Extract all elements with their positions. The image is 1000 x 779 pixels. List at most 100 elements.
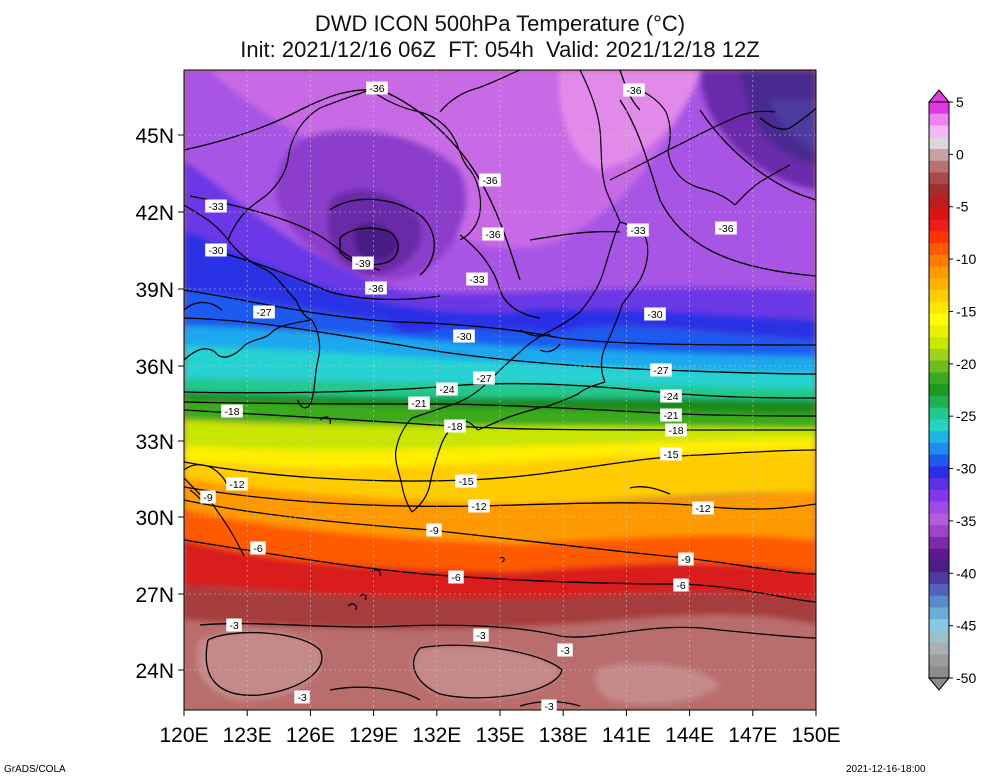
map-title: DWD ICON 500hPa Temperature (°C) [314, 11, 686, 36]
colorbar-swatch [929, 219, 949, 232]
longitude-label: 132E [412, 724, 461, 747]
contour-label: -24 [439, 384, 454, 396]
colorbar-label: -25 [956, 408, 976, 424]
colorbar-swatch [929, 231, 949, 244]
colorbar-swatch [929, 102, 949, 115]
contour-label-bg [253, 305, 275, 319]
colorbar-swatch [929, 372, 949, 385]
contour-label-bg [426, 523, 442, 537]
contour-label-bg [226, 618, 242, 632]
contour-label-bg [650, 363, 672, 377]
longitude-label: 135E [475, 724, 524, 747]
colorbar-swatch [929, 325, 949, 338]
contour-label-bg [205, 199, 227, 213]
colorbar-swatch [929, 184, 949, 197]
contour-label-bg [448, 570, 464, 584]
contour-label: -3 [297, 692, 306, 704]
contour-label: -33 [630, 225, 645, 237]
colorbar-swatch [929, 254, 949, 268]
latitude-label: 39N [135, 279, 174, 302]
colorbar-swatch [929, 384, 949, 397]
contour-label-bg [408, 396, 430, 410]
longitude-label: 138E [539, 724, 588, 747]
contour-label-bg [678, 552, 694, 566]
colorbar-swatch [929, 395, 949, 409]
colorbar-label: 0 [956, 146, 964, 162]
colorbar-swatch [929, 290, 949, 303]
contour-label-bg [221, 404, 243, 418]
contour-label-bg [644, 307, 666, 321]
axis-ticks [178, 134, 817, 716]
latitude-label: 42N [135, 202, 174, 225]
colorbar-swatch [929, 501, 949, 514]
colorbar-swatch [929, 630, 949, 644]
contour-label: -27 [476, 373, 491, 385]
contour-label: -21 [663, 410, 678, 422]
contour-label-bg [623, 83, 645, 97]
contour-label-bg [250, 541, 266, 555]
colorbar-label: 5 [956, 94, 964, 110]
contour-label-bg [365, 281, 387, 295]
contour-label: -3 [476, 630, 485, 642]
latitude-label: 45N [135, 125, 174, 148]
colorbar-swatch [929, 607, 949, 620]
colorbar-swatch [929, 419, 949, 432]
colorbar-swatch [929, 113, 949, 127]
colorbar-swatch [929, 125, 949, 138]
colorbar-swatch [929, 489, 949, 503]
longitude-label: 141E [602, 724, 651, 747]
contour-label: -36 [626, 85, 641, 97]
contour-label-bg [660, 389, 682, 403]
contour-label: -21 [411, 398, 426, 410]
contour-labels: -36 -36 -36 -36 -36 -36 -33 -33 -33 -30 -30 -30 -39 -… [200, 81, 737, 713]
contour-label-bg [479, 173, 501, 187]
contour-label: -36 [718, 223, 733, 235]
contour-label: -33 [469, 274, 484, 286]
contour-label: -27 [256, 307, 271, 319]
colorbar-swatch [929, 619, 949, 632]
colorbar-swatch [929, 536, 949, 550]
contour-label-bg [352, 256, 374, 270]
contour-label-bg [468, 499, 490, 513]
contour-label-bg [200, 490, 216, 504]
colorbar-swatch [929, 595, 949, 608]
contour-label-bg [482, 227, 504, 241]
contour-label-bg [205, 243, 227, 257]
contour-label: -6 [676, 580, 685, 592]
contour-label: -18 [668, 425, 683, 437]
contour-label: -39 [355, 258, 370, 270]
colorbar-swatch [929, 478, 949, 491]
colorbar-swatch [929, 454, 949, 467]
colorbar-swatch [929, 348, 949, 362]
colorbar-label: -15 [956, 303, 976, 319]
latitude-label: 36N [135, 356, 174, 379]
contour-label-bg [453, 329, 475, 343]
colorbar-label: -5 [956, 199, 969, 215]
contour-label-bg [692, 501, 714, 515]
colorbar-swatch [929, 172, 949, 185]
latitude-label: 33N [135, 431, 174, 454]
contour-label: -36 [485, 229, 500, 241]
contour-label-bg [436, 382, 458, 396]
longitude-label: 120E [159, 724, 208, 747]
contour-label-bg [473, 628, 489, 642]
contour-label-bg [660, 447, 682, 461]
contour-label: -30 [647, 309, 662, 321]
contour-label-bg [673, 578, 689, 592]
colorbar-swatch [929, 207, 949, 221]
contour-label-bg [715, 221, 737, 235]
latitude-label: 24N [135, 660, 174, 683]
contour-label: -27 [653, 365, 668, 377]
colorbar-swatch [929, 548, 949, 561]
longitude-label: 150E [791, 724, 840, 747]
contour-label: -30 [208, 245, 223, 257]
contour-label-bg [444, 419, 466, 433]
longitude-label: 126E [286, 724, 335, 747]
colorbar-swatch [929, 301, 949, 315]
contour-label: -15 [663, 449, 678, 461]
colorbar-label: -20 [956, 356, 976, 372]
colorbar-swatch [929, 583, 949, 597]
latitude-label: 30N [135, 507, 174, 530]
contour-label: -18 [447, 421, 462, 433]
colorbar-swatch [929, 360, 949, 373]
